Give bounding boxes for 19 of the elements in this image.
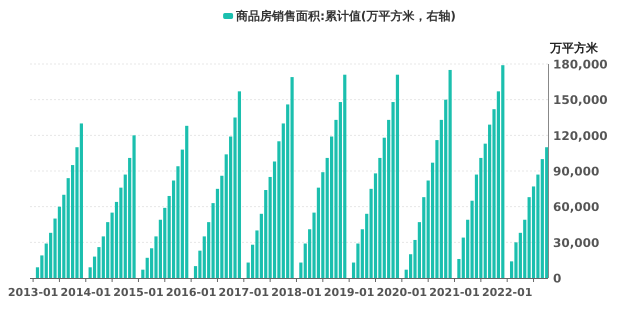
x-tick-label: 2019-01 (324, 286, 374, 299)
x-tick-label: 2017-01 (218, 286, 270, 299)
x-tick-label: 2018-01 (271, 286, 322, 299)
x-tick-label: 2014-01 (60, 286, 112, 299)
y2-tick-label: 150,000 (553, 93, 608, 108)
y2-tick-label: 60,000 (553, 200, 600, 214)
y2-tick-label: 120,000 (553, 128, 608, 143)
x-tick-label: 2013-01 (8, 286, 58, 299)
y2-tick-label: 180,000 (553, 58, 608, 72)
x-tick-label: 2022-01 (482, 286, 532, 299)
x-tick-label: 2015-01 (113, 286, 164, 299)
x-tick-label: 2021-01 (429, 286, 480, 299)
legend: 商品房销售面积:累计值(万平方米，右轴) (223, 9, 456, 23)
y2-tick-label: 30,000 (553, 236, 600, 250)
y2-tick-label: 0 (553, 272, 562, 286)
x-tick-label: 2020-01 (376, 286, 428, 299)
y2-tick-label: 90,000 (553, 164, 600, 178)
x-tick-label: 2016-01 (166, 286, 216, 299)
y2-axis-title: 万平方米 (549, 41, 599, 55)
